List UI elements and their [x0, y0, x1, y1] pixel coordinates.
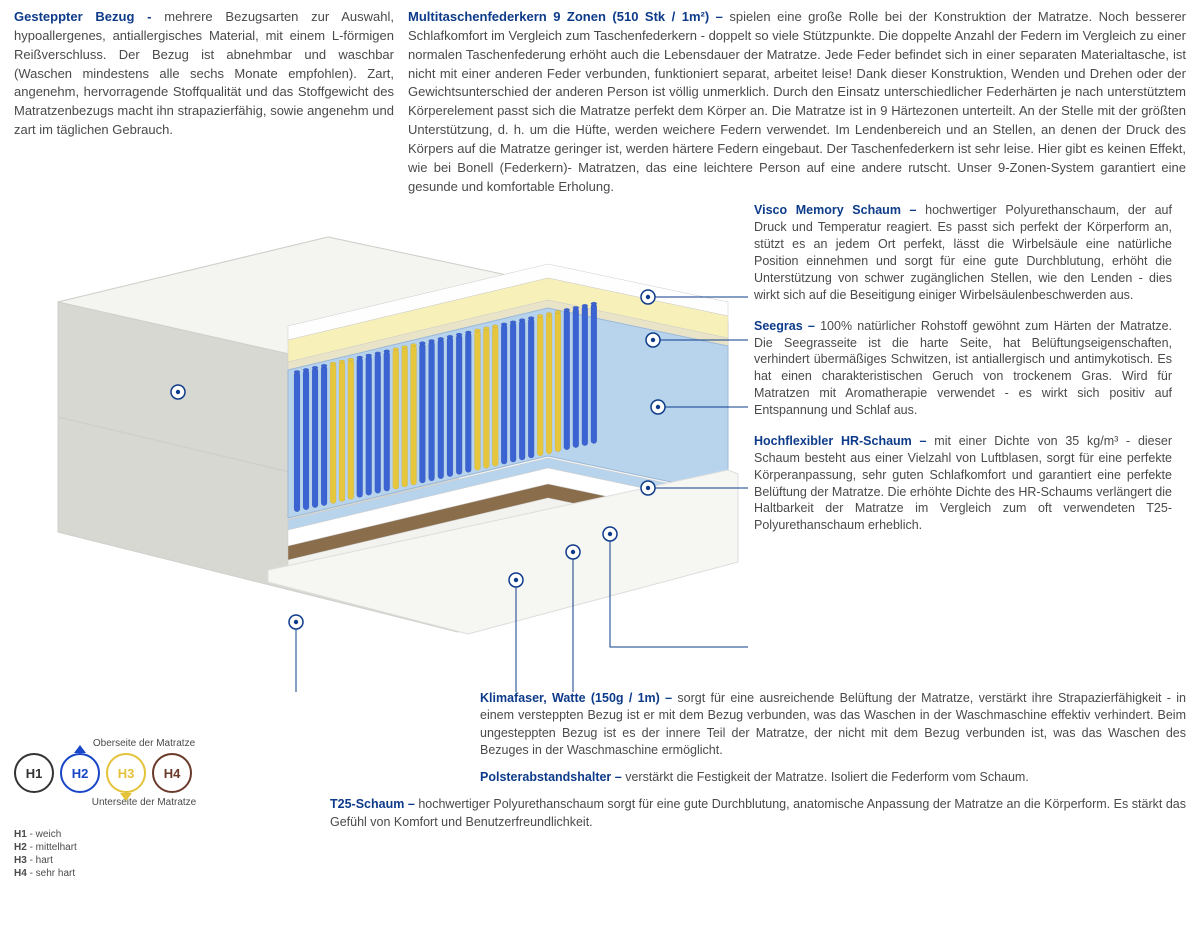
hardness-top-label: Oberseite der Matratze	[14, 738, 274, 749]
block-polster: Polsterabstandshalter – verstärkt die Fe…	[480, 769, 1186, 786]
text-bezug: mehrere Bezugsarten zur Auswahl, hypoall…	[14, 9, 394, 137]
block-t25: T25-Schaum – hochwertiger Polyurethansch…	[330, 796, 1186, 831]
mattress-area: Visco Memory Schaum – hochwertiger Polyu…	[14, 202, 1186, 722]
block-hr: Hochflexibler HR-Schaum – mit einer Dich…	[754, 433, 1172, 534]
title-klima: Klimafaser, Watte (150g / 1m) –	[480, 691, 672, 705]
title-t25: T25-Schaum –	[330, 797, 415, 811]
hardness-legend: H1 - weichH2 - mittelhartH3 - hartH4 - s…	[14, 828, 274, 880]
block-klima: Klimafaser, Watte (150g / 1m) – sorgt fü…	[480, 690, 1186, 759]
text-visco: hochwertiger Polyurethanschaum, der auf …	[754, 203, 1172, 301]
bottom-callouts: Klimafaser, Watte (150g / 1m) – sorgt fü…	[330, 690, 1186, 839]
block-visco: Visco Memory Schaum – hochwertiger Polyu…	[754, 202, 1172, 303]
hardness-circle-h4: H4	[152, 753, 192, 793]
hardness-widget: Oberseite der Matratze H1H2H3H4 Untersei…	[14, 738, 274, 880]
col-bezug: Gesteppter Bezug - mehrere Bezugsarten z…	[14, 8, 394, 196]
text-t25: hochwertiger Polyurethanschaum sorgt für…	[330, 797, 1186, 828]
block-seegras: Seegras – 100% natürlicher Rohstoff gewö…	[754, 318, 1172, 419]
title-polster: Polsterabstandshalter –	[480, 770, 622, 784]
title-hr: Hochflexibler HR-Schaum –	[754, 434, 927, 448]
hardness-legend-row: H4 - sehr hart	[14, 867, 274, 880]
mattress-illustration	[28, 202, 748, 692]
title-bezug: Gesteppter Bezug -	[14, 9, 151, 24]
hardness-legend-row: H3 - hart	[14, 854, 274, 867]
hardness-circle-h1: H1	[14, 753, 54, 793]
side-callouts: Visco Memory Schaum – hochwertiger Polyu…	[754, 202, 1172, 548]
hardness-circle-h3: H3	[106, 753, 146, 793]
title-seegras: Seegras –	[754, 319, 815, 333]
top-section: Gesteppter Bezug - mehrere Bezugsarten z…	[14, 8, 1186, 196]
col-federkern: Multitaschenfederkern 9 Zonen (510 Stk /…	[408, 8, 1186, 196]
text-federkern: spielen eine große Rolle bei der Konstru…	[408, 9, 1186, 194]
text-hr: mit einer Dichte von 35 kg/m³ - dieser S…	[754, 434, 1172, 532]
hardness-circle-h2: H2	[60, 753, 100, 793]
text-polster: verstärkt die Festigkeit der Matratze. I…	[625, 770, 1029, 784]
hardness-legend-row: H1 - weich	[14, 828, 274, 841]
hardness-bottom-label: Unterseite der Matratze	[14, 797, 274, 808]
title-federkern: Multitaschenfederkern 9 Zonen (510 Stk /…	[408, 9, 723, 24]
text-seegras: 100% natürlicher Rohstoff gewöhnt zum Hä…	[754, 319, 1172, 417]
page-root: Gesteppter Bezug - mehrere Bezugsarten z…	[0, 0, 1200, 933]
hardness-circles: H1H2H3H4	[14, 753, 274, 793]
hardness-legend-row: H2 - mittelhart	[14, 841, 274, 854]
title-visco: Visco Memory Schaum –	[754, 203, 917, 217]
